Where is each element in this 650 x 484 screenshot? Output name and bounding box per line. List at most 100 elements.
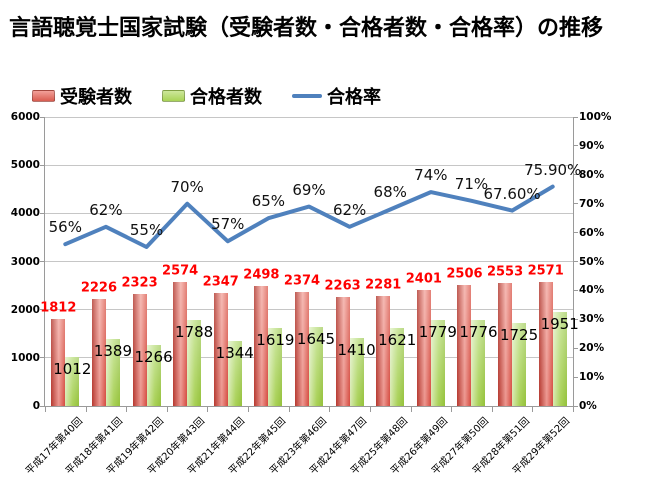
y-axis-tick-left [40, 357, 44, 359]
x-axis-tick [573, 407, 574, 412]
bar-passers [471, 320, 486, 406]
legend: 受験者数 合格者数 合格率 [32, 83, 381, 109]
bar-passers [146, 345, 161, 406]
legend-label-passers: 合格者数 [190, 87, 262, 108]
bar-examinees [538, 282, 553, 406]
bar-passers [512, 322, 527, 406]
y-axis-label-right: 30% [579, 313, 605, 326]
legend-item-passers: 合格者数 [162, 83, 262, 109]
bar-examinees [213, 292, 228, 406]
bar-label-examinees: 2574 [162, 263, 199, 279]
bar-passers [268, 328, 283, 406]
y-axis-tick-left [40, 405, 44, 407]
y-axis-label-right: 60% [579, 226, 605, 239]
bar-label-passers: 1951 [540, 315, 579, 334]
bar-label-passers: 1779 [418, 323, 457, 342]
bar-label-passers: 1266 [134, 348, 173, 367]
bar-passers [349, 338, 364, 406]
y-axis-label-left: 0 [32, 400, 40, 412]
x-axis-tick [491, 407, 493, 412]
y-axis-label-left: 6000 [10, 111, 40, 123]
x-axis-tick [288, 407, 290, 412]
pass-rate-label: 62% [332, 200, 367, 219]
legend-swatch-passers-icon [162, 90, 185, 102]
pass-rate-label: 56% [48, 218, 82, 237]
y-axis-tick-right [574, 145, 578, 147]
y-axis-label-right: 20% [579, 342, 605, 355]
bar-passers [390, 327, 405, 406]
legend-item-pass-rate: 合格率 [292, 83, 381, 109]
legend-item-examinees: 受験者数 [32, 83, 132, 109]
x-axis-tick [532, 407, 534, 412]
y-axis-tick-right [574, 174, 578, 176]
legend-swatch-examinees-icon [32, 90, 55, 102]
bar-examinees [376, 296, 391, 406]
bar-label-examinees: 2374 [283, 273, 321, 289]
pass-rate-label: 74% [414, 166, 448, 185]
y-axis-tick-left [40, 116, 44, 118]
y-axis-label-right: 50% [579, 255, 605, 268]
y-axis-tick-right [574, 376, 578, 378]
y-axis-label-right: 90% [579, 139, 605, 152]
x-axis-tick [451, 407, 453, 412]
pass-rate-label: 75.90% [524, 160, 582, 179]
y-axis-label-left: 4000 [10, 207, 40, 220]
x-axis-tick [369, 407, 371, 412]
bar-label-passers: 1645 [296, 329, 336, 348]
bar-label-passers: 1344 [215, 344, 254, 363]
bar-passers [552, 312, 567, 406]
pass-rate-label: 62% [89, 200, 123, 219]
pass-rate-label: 68% [373, 183, 407, 202]
bar-label-examinees: 2498 [243, 267, 280, 283]
y-axis-tick-right [574, 116, 578, 118]
pass-rate-label: 70% [170, 177, 204, 196]
pass-rate-label: 67.60% [483, 184, 541, 203]
bar-label-examinees: 2281 [365, 277, 402, 293]
y-axis-left-line [44, 117, 45, 406]
x-axis-tick [207, 407, 209, 412]
pass-rate-label: 65% [251, 192, 286, 211]
bar-examinees [132, 294, 147, 406]
x-axis-line [44, 406, 574, 407]
y-axis-label-left: 3000 [10, 255, 40, 268]
bar-passers [187, 319, 202, 406]
x-axis-tick [248, 407, 250, 412]
y-axis-tick-right [574, 318, 578, 320]
bar-label-passers: 1788 [175, 322, 214, 341]
bar-label-examinees: 2571 [527, 263, 564, 279]
x-axis-tick [329, 407, 331, 412]
y-axis-tick-right [574, 232, 578, 234]
bar-examinees [295, 291, 309, 406]
bar-examinees [457, 285, 472, 406]
bar-label-examinees: 2506 [446, 266, 483, 282]
y-axis-label-right: 80% [579, 168, 605, 181]
legend-label-examinees: 受験者数 [60, 87, 132, 108]
y-axis-tick-right [574, 261, 578, 262]
bar-passers [65, 357, 80, 406]
bar-label-examinees: 2347 [202, 274, 239, 290]
bar-examinees [91, 298, 106, 406]
y-axis-label-right: 100% [579, 111, 612, 123]
x-axis-tick [45, 407, 46, 412]
legend-swatch-pass-rate-icon [292, 94, 322, 98]
y-axis-tick-right [574, 289, 578, 291]
pass-rate-line [63, 184, 555, 249]
pass-rate-label: 55% [129, 221, 164, 240]
bar-label-examinees: 2323 [121, 275, 158, 291]
y-axis-tick-left [40, 261, 44, 262]
y-axis-label-left: 1000 [10, 351, 40, 364]
bar-examinees [498, 283, 513, 406]
bar-label-passers: 1410 [337, 341, 376, 360]
y-axis-tick-right [574, 347, 578, 349]
x-axis-tick [410, 407, 412, 412]
bar-examinees [416, 290, 431, 406]
bar-label-examinees: 2401 [405, 271, 442, 287]
bar-label-passers: 1621 [378, 330, 417, 349]
bar-label-examinees: 2226 [80, 280, 118, 296]
bar-passers [430, 320, 445, 406]
x-axis-labels: 平成17年第40回 平成18年第41回 平成19年第42回 平成20年第43回 平成21… [24, 413, 573, 483]
gridline [45, 261, 573, 262]
y-axis-tick-left [40, 212, 44, 214]
y-axis-tick-left [40, 164, 44, 166]
x-axis-tick [126, 407, 128, 412]
